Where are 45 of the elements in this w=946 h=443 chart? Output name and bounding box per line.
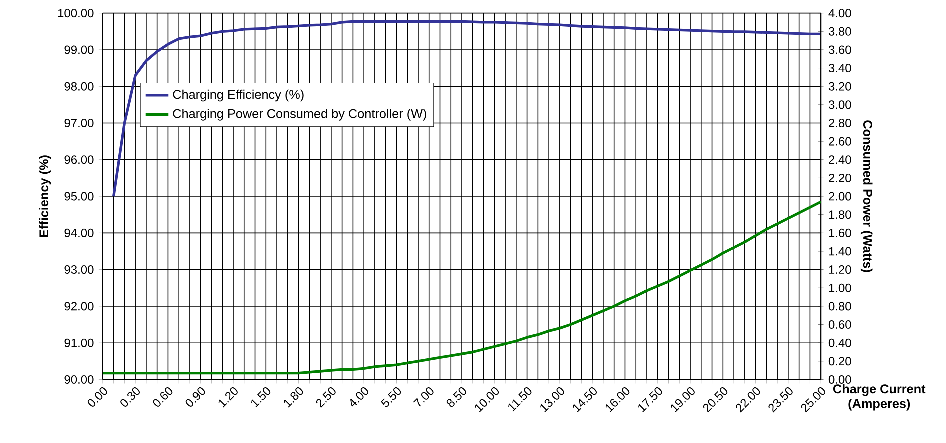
y2-axis-title: Consumed Power (Watts)	[860, 120, 873, 272]
y-tick-label: 94.00	[64, 229, 94, 238]
y-tick-label: 100.00	[58, 9, 94, 18]
y2-tick-label: 0.60	[828, 320, 852, 330]
x-axis-title: Charge Current (Amperes)	[833, 384, 926, 411]
y2-tick-label: 1.20	[829, 266, 852, 274]
y2-tick-label: 2.40	[829, 156, 852, 164]
y-tick-label: 96.00	[64, 156, 94, 164]
y-tick-label: 93.00	[64, 266, 94, 274]
x-tick-label: 5.50	[381, 388, 402, 408]
y-tick-label: 91.00	[64, 338, 94, 348]
y2-tick-label: 1.60	[829, 229, 852, 238]
x-tick-label: 0.60	[153, 388, 173, 408]
y2-tick-label: 0.80	[828, 302, 852, 311]
y2-tick-label: 1.00	[829, 284, 852, 293]
y2-tick-label: 2.80	[829, 119, 852, 128]
x-tick-label: 4.00	[350, 388, 369, 408]
y2-tick-label: 1.80	[829, 210, 852, 220]
y2-tick-label: 0.00	[828, 376, 852, 384]
y2-tick-label: 3.60	[828, 46, 852, 54]
y2-tick-label: 3.00	[828, 100, 852, 110]
y2-tick-label: 3.20	[828, 82, 852, 92]
y2-tick-label: 3.40	[828, 64, 852, 73]
y-tick-label: 90.00	[64, 376, 94, 384]
y-axis-title: Efficiency (%)	[39, 156, 52, 238]
legend-label: Charging Power Consumed by Controller (W)	[173, 109, 426, 121]
x-tick-label: 0.30	[120, 388, 140, 408]
y2-tick-label: 0.20	[828, 357, 852, 366]
y2-tick-label: 3.80	[828, 28, 852, 36]
x-tick-label: 7.00	[413, 388, 434, 408]
y2-tick-label: 2.60	[829, 137, 852, 146]
y-tick-label: 99.00	[64, 46, 94, 54]
x-tick-label: 8.50	[446, 388, 466, 408]
y2-tick-label: 2.20	[829, 174, 852, 183]
y2-tick-label: 4.00	[828, 9, 852, 18]
y-tick-label: 98.00	[64, 82, 94, 92]
x-tick-label: 0.00	[88, 388, 108, 408]
y2-tick-label: 0.40	[828, 338, 852, 348]
legend-label: Charging Efficiency (%)	[173, 90, 304, 102]
y2-tick-label: 1.40	[829, 247, 852, 256]
y-tick-label: 95.00	[64, 192, 94, 201]
y-tick-label: 97.00	[64, 119, 94, 128]
y2-tick-label: 2.00	[829, 192, 852, 201]
y-tick-label: 92.00	[64, 302, 94, 311]
x-tick-label: 0.90	[186, 388, 206, 408]
